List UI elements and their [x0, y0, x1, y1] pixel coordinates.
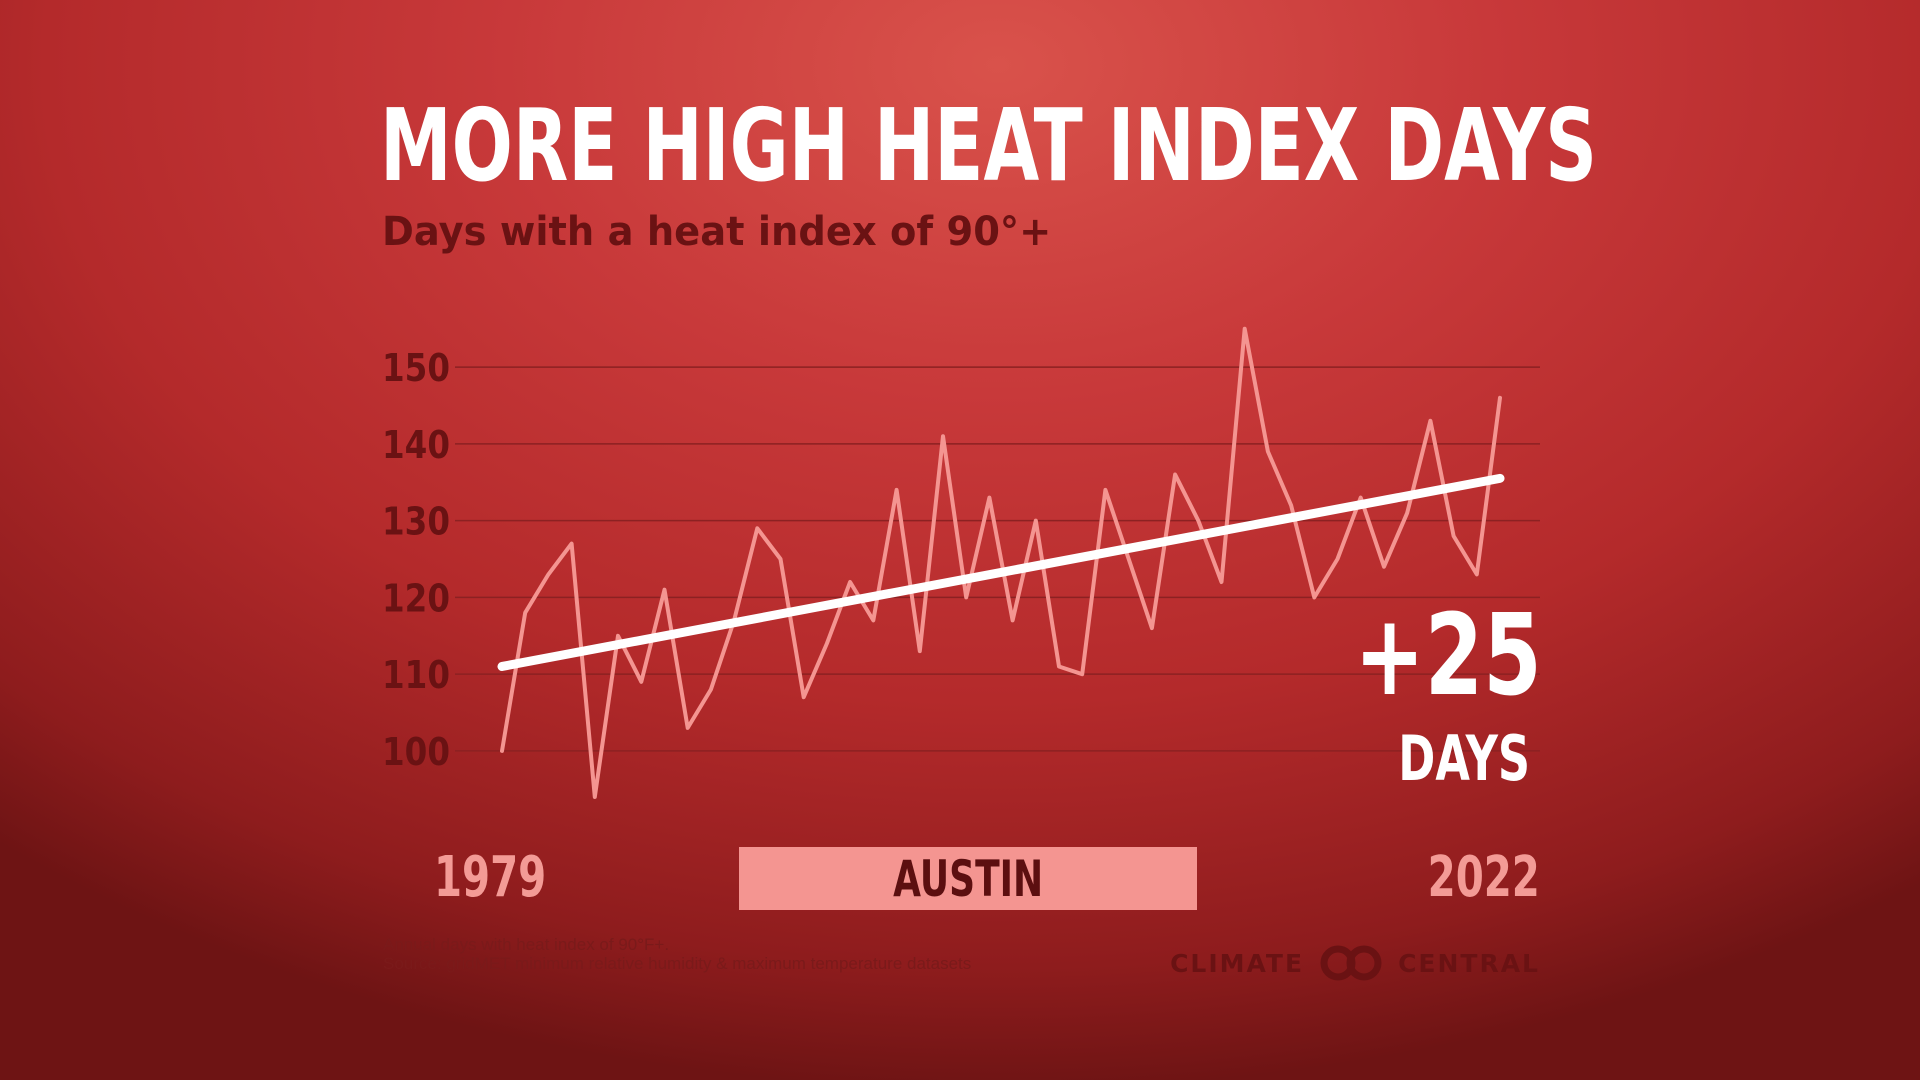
y-tick-label-130: 130 [382, 500, 450, 544]
linked-rings-logo-icon [1320, 945, 1382, 981]
logo-text-left: CLIMATE [1170, 948, 1305, 978]
location-badge: AUSTIN [739, 847, 1197, 910]
y-tick-label-150: 150 [382, 346, 450, 390]
y-tick-label-100: 100 [382, 730, 450, 774]
footnote-description: Annual days with heat index of 90°F+. [383, 935, 670, 954]
y-tick-label-110: 110 [382, 653, 450, 697]
y-tick-label-120: 120 [382, 576, 450, 620]
y-tick-label-140: 140 [382, 423, 450, 467]
climate-central-logo: CLIMATE CENTRAL [1170, 944, 1540, 982]
change-unit: DAYS [1398, 722, 1530, 795]
logo-text-right: CENTRAL [1398, 948, 1540, 978]
footnote-source: Source: gridMET minimum relative humidit… [383, 954, 972, 973]
change-value: +25 [1354, 591, 1542, 721]
footnote: Annual days with heat index of 90°F+. So… [383, 935, 971, 973]
annual-days-line [500, 326, 1502, 799]
start-year-label: 1979 [434, 845, 547, 910]
end-year-label: 2022 [1427, 845, 1540, 910]
chart-subtitle: Days with a heat index of 90°+ [382, 209, 1052, 255]
y-axis-ticks: 100 110 120 130 140 150 [382, 346, 450, 774]
location-label: AUSTIN [892, 849, 1043, 908]
gridlines [455, 366, 1540, 752]
trend-line [497, 473, 1505, 671]
